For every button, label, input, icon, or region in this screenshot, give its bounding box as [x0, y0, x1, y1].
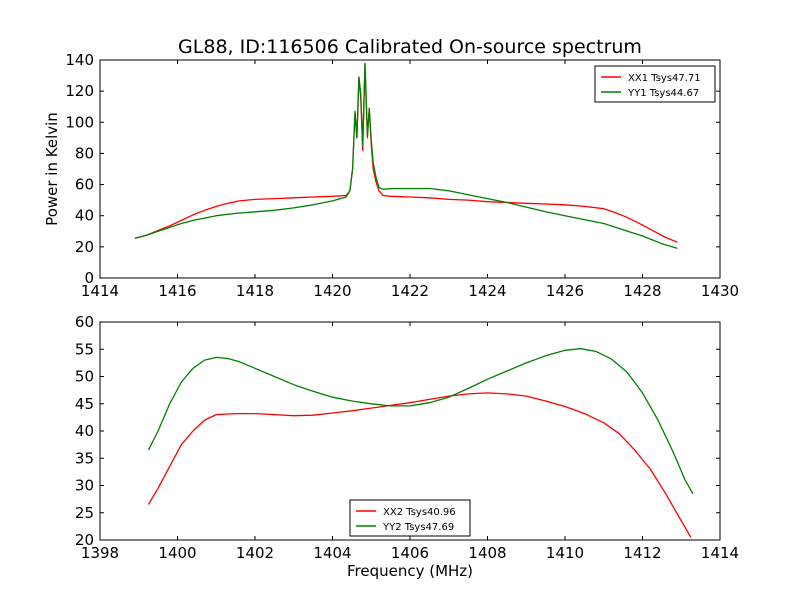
x-tick-label: 1408 [468, 544, 506, 562]
x-tick-label: 1430 [701, 282, 739, 300]
x-tick-label: 1422 [391, 282, 429, 300]
y-tick-label: 25 [75, 504, 94, 522]
y-tick-label: 20 [75, 531, 94, 549]
x-tick-label: 1418 [236, 282, 274, 300]
y-tick-label: 40 [75, 422, 94, 440]
series-line-1-2 [134, 62, 678, 250]
top-spectrum-panel: 1414 1416 1418 1420 1422 1424 1426 1428 1430 0 20 4… [43, 51, 739, 300]
x-tick-label: 1414 [81, 282, 119, 300]
bottom-spectrum-panel: 1398 1400 1402 1404 1406 1408 1410 1412 1414 20 25… [75, 313, 739, 580]
series-line-1-1 [134, 64, 678, 243]
x-tick-label: 1414 [701, 544, 739, 562]
y-tick-label: 50 [75, 368, 94, 386]
x-tick-label: 1416 [158, 282, 196, 300]
legend-label: XX2 Tsys40.96 [383, 507, 456, 518]
x-tick-label: 1398 [81, 544, 119, 562]
figure-title: GL88, ID:116506 Calibrated On-source spe… [178, 36, 642, 58]
y-tick-label: 60 [75, 313, 94, 331]
x-tick-label: 1420 [313, 282, 351, 300]
y-tick-label: 120 [65, 82, 94, 100]
y-tick-label: 0 [84, 269, 94, 287]
y-tick-label: 45 [75, 395, 94, 413]
x-tick-label: 1428 [623, 282, 661, 300]
series-line-2-2 [147, 348, 694, 495]
y-tick-label: 35 [75, 449, 94, 467]
y-tick-label: 55 [75, 340, 94, 358]
y-tick-label: 40 [75, 207, 94, 225]
legend-box [594, 65, 716, 103]
legend-label: YY2 Tsys47.69 [382, 522, 454, 533]
legend: XX2 Tsys40.96 YY2 Tsys47.69 [349, 499, 471, 537]
y-tick-label: 30 [75, 477, 94, 495]
y-axis-label: Power in Kelvin [43, 112, 61, 226]
y-tick-label: 60 [75, 176, 94, 194]
series-line-2-1 [147, 392, 692, 538]
x-tick-label: 1404 [313, 544, 351, 562]
x-tick-label: 1406 [391, 544, 429, 562]
y-tick-label: 140 [65, 51, 94, 69]
x-tick-label: 1400 [158, 544, 196, 562]
legend: XX1 Tsys47.71 YY1 Tsys44.67 [594, 65, 716, 103]
legend-label: YY1 Tsys44.67 [627, 88, 699, 99]
x-tick-label: 1412 [623, 544, 661, 562]
y-tick-label: 80 [75, 144, 94, 162]
legend-label: XX1 Tsys47.71 [628, 73, 701, 84]
legend-box [349, 499, 471, 537]
x-tick-label: 1426 [546, 282, 584, 300]
x-tick-label: 1402 [236, 544, 274, 562]
y-tick-label: 100 [65, 113, 94, 131]
x-tick-label: 1410 [546, 544, 584, 562]
x-axis-label: Frequency (MHz) [347, 562, 473, 580]
x-tick-label: 1424 [468, 282, 506, 300]
y-tick-label: 20 [75, 238, 94, 256]
